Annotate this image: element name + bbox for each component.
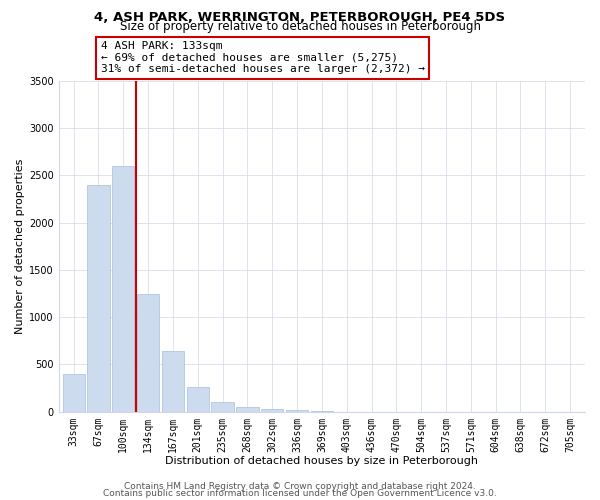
Bar bbox=[286, 410, 308, 412]
Bar bbox=[187, 387, 209, 411]
Text: Size of property relative to detached houses in Peterborough: Size of property relative to detached ho… bbox=[119, 20, 481, 33]
Bar bbox=[112, 166, 134, 412]
X-axis label: Distribution of detached houses by size in Peterborough: Distribution of detached houses by size … bbox=[166, 456, 478, 466]
Text: Contains HM Land Registry data © Crown copyright and database right 2024.: Contains HM Land Registry data © Crown c… bbox=[124, 482, 476, 491]
Bar bbox=[137, 294, 160, 412]
Text: 4, ASH PARK, WERRINGTON, PETERBOROUGH, PE4 5DS: 4, ASH PARK, WERRINGTON, PETERBOROUGH, P… bbox=[94, 11, 506, 24]
Text: Contains public sector information licensed under the Open Government Licence v3: Contains public sector information licen… bbox=[103, 488, 497, 498]
Y-axis label: Number of detached properties: Number of detached properties bbox=[15, 158, 25, 334]
Bar bbox=[88, 185, 110, 412]
Bar bbox=[261, 409, 283, 412]
Bar bbox=[211, 402, 234, 411]
Bar bbox=[162, 351, 184, 412]
Text: 4 ASH PARK: 133sqm
← 69% of detached houses are smaller (5,275)
31% of semi-deta: 4 ASH PARK: 133sqm ← 69% of detached hou… bbox=[101, 41, 425, 74]
Bar bbox=[236, 407, 259, 412]
Bar bbox=[62, 374, 85, 412]
